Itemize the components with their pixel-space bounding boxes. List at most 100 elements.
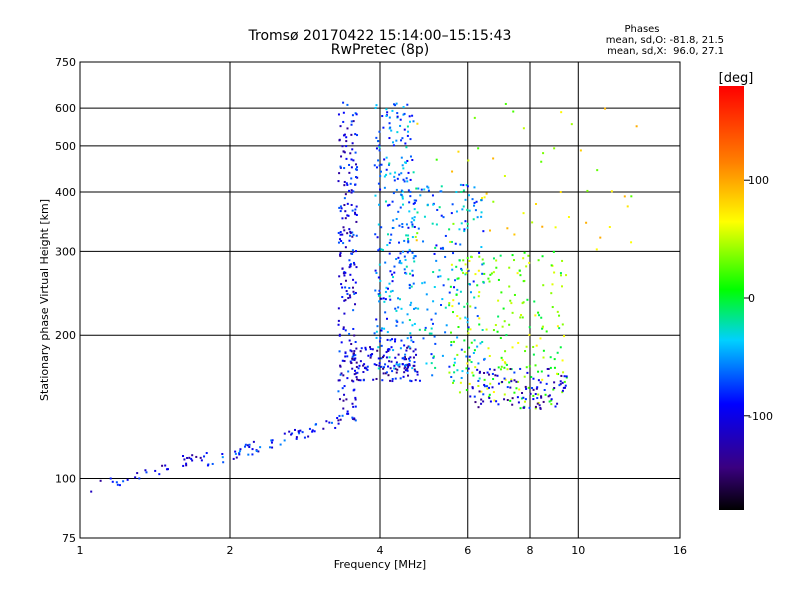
data-point: [452, 381, 455, 384]
data-point: [183, 458, 186, 461]
data-point: [342, 101, 345, 104]
data-point: [339, 364, 342, 367]
data-point: [359, 350, 362, 353]
data-point: [374, 269, 377, 272]
data-point: [505, 363, 508, 366]
data-point: [468, 209, 471, 212]
data-point: [251, 448, 254, 451]
data-point: [391, 109, 394, 112]
data-point: [389, 379, 392, 382]
data-point: [397, 297, 400, 300]
data-point: [388, 241, 391, 244]
data-point: [346, 103, 349, 106]
data-point: [364, 348, 367, 351]
data-point: [328, 421, 331, 424]
data-point: [337, 379, 340, 382]
data-point: [408, 319, 411, 322]
data-point: [435, 259, 438, 262]
data-point: [344, 329, 347, 332]
data-point: [454, 279, 457, 282]
data-point: [510, 380, 513, 383]
data-point: [442, 284, 445, 287]
data-point: [351, 231, 354, 234]
data-point: [462, 184, 465, 187]
data-point: [473, 204, 476, 207]
data-point: [510, 368, 513, 371]
data-point: [479, 342, 482, 345]
data-point: [445, 324, 448, 327]
data-point: [481, 263, 484, 266]
data-point: [355, 372, 358, 375]
data-point: [353, 334, 356, 337]
data-point: [476, 368, 479, 371]
data-point: [222, 461, 225, 464]
data-point: [481, 197, 484, 200]
data-point: [412, 350, 415, 353]
data-point: [440, 185, 443, 188]
data-point: [398, 241, 401, 244]
data-point: [362, 371, 365, 374]
data-point: [402, 375, 405, 378]
data-point: [353, 418, 356, 421]
data-point: [455, 265, 458, 268]
data-point: [405, 146, 408, 149]
data-point: [494, 324, 497, 327]
data-point: [459, 290, 462, 293]
data-point: [434, 246, 437, 249]
data-point: [407, 189, 410, 192]
data-point: [349, 349, 352, 352]
data-point: [405, 223, 408, 226]
data-point: [352, 250, 355, 253]
data-point: [415, 187, 418, 190]
data-point: [116, 483, 119, 486]
data-point: [453, 357, 456, 360]
data-point: [441, 298, 444, 301]
data-point: [385, 156, 388, 159]
data-point: [234, 450, 237, 453]
data-point: [408, 359, 411, 362]
data-point: [380, 170, 383, 173]
data-point: [467, 159, 470, 162]
data-point: [353, 292, 356, 295]
data-point: [413, 219, 416, 222]
data-point: [356, 371, 359, 374]
data-point: [408, 284, 411, 287]
y-axis-ticks: 75 100 200 300 400 500 600 750: [55, 56, 76, 545]
data-point: [375, 377, 378, 380]
data-point: [355, 361, 358, 364]
data-point: [430, 353, 433, 356]
data-point: [399, 347, 402, 350]
data-point: [630, 241, 633, 244]
data-point: [560, 111, 563, 114]
data-point: [586, 189, 589, 192]
data-point: [538, 314, 541, 317]
data-point: [432, 203, 435, 206]
data-point: [238, 453, 241, 456]
colorbar-tick-label: 100: [748, 174, 769, 187]
data-point: [343, 385, 346, 388]
data-point: [369, 356, 372, 359]
data-point: [550, 264, 553, 267]
data-point: [380, 329, 383, 332]
data-point: [354, 369, 357, 372]
data-point: [635, 125, 638, 128]
data-point: [388, 356, 391, 359]
data-point: [604, 107, 607, 110]
data-point: [134, 476, 137, 479]
data-point: [354, 213, 357, 216]
data-point: [377, 293, 380, 296]
data-point: [470, 361, 473, 364]
data-point: [488, 280, 491, 283]
data-point: [450, 375, 453, 378]
data-point: [354, 211, 357, 214]
data-point: [352, 120, 355, 123]
data-point: [382, 372, 385, 375]
x-tick-label: 2: [227, 544, 234, 557]
data-point: [191, 459, 194, 462]
data-point: [411, 159, 414, 162]
x-axis-ticks: 1 2 4 6 8 10 16: [77, 544, 688, 557]
data-point: [481, 272, 484, 275]
data-point: [552, 250, 555, 253]
data-point: [523, 375, 526, 378]
data-point: [353, 263, 356, 266]
